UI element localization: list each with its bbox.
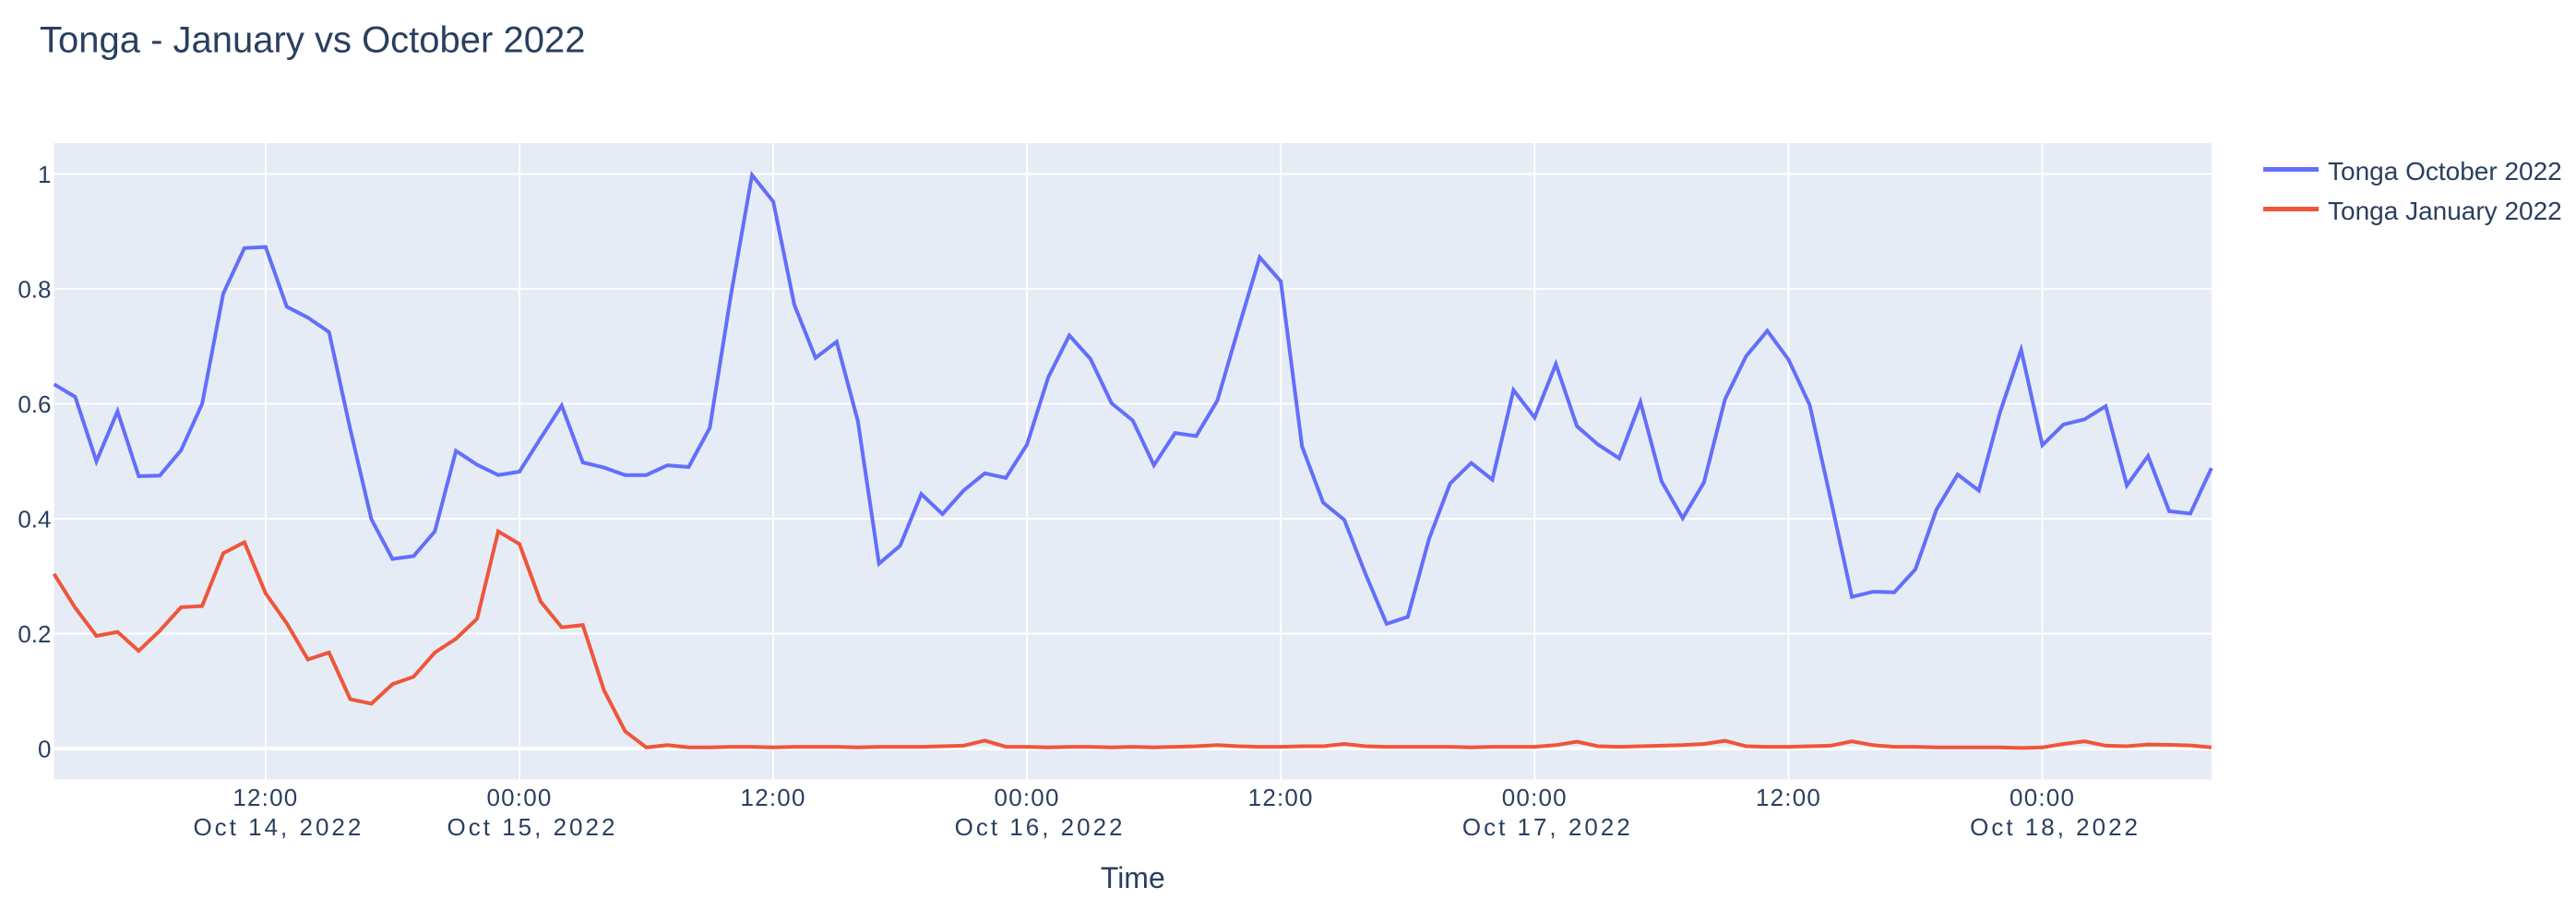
svg-text:00:00: 00:00 <box>486 784 552 811</box>
svg-text:Time: Time <box>1101 861 1165 894</box>
svg-text:Oct 14, 2022: Oct 14, 2022 <box>193 813 364 841</box>
svg-text:0.6: 0.6 <box>18 390 51 418</box>
svg-text:Oct 18, 2022: Oct 18, 2022 <box>1970 813 2141 841</box>
svg-text:00:00: 00:00 <box>995 784 1060 811</box>
svg-text:0.8: 0.8 <box>18 275 51 303</box>
svg-text:12:00: 12:00 <box>233 784 298 811</box>
svg-text:0.4: 0.4 <box>18 505 51 533</box>
svg-text:00:00: 00:00 <box>1502 784 1568 811</box>
svg-text:0: 0 <box>38 735 51 762</box>
svg-text:0.2: 0.2 <box>18 620 51 648</box>
svg-text:Tonga October 2022: Tonga October 2022 <box>2328 157 2562 186</box>
svg-text:Tonga January 2022: Tonga January 2022 <box>2328 197 2562 225</box>
svg-text:Oct 17, 2022: Oct 17, 2022 <box>1462 813 1633 841</box>
svg-text:Oct 16, 2022: Oct 16, 2022 <box>955 813 1126 841</box>
svg-text:Oct 15, 2022: Oct 15, 2022 <box>447 813 618 841</box>
svg-text:1: 1 <box>38 161 51 188</box>
svg-text:12:00: 12:00 <box>1756 784 1821 811</box>
svg-text:00:00: 00:00 <box>2010 784 2075 811</box>
svg-text:12:00: 12:00 <box>1248 784 1314 811</box>
svg-text:Tonga - January vs October 202: Tonga - January vs October 2022 <box>40 20 585 61</box>
svg-text:12:00: 12:00 <box>741 784 806 811</box>
